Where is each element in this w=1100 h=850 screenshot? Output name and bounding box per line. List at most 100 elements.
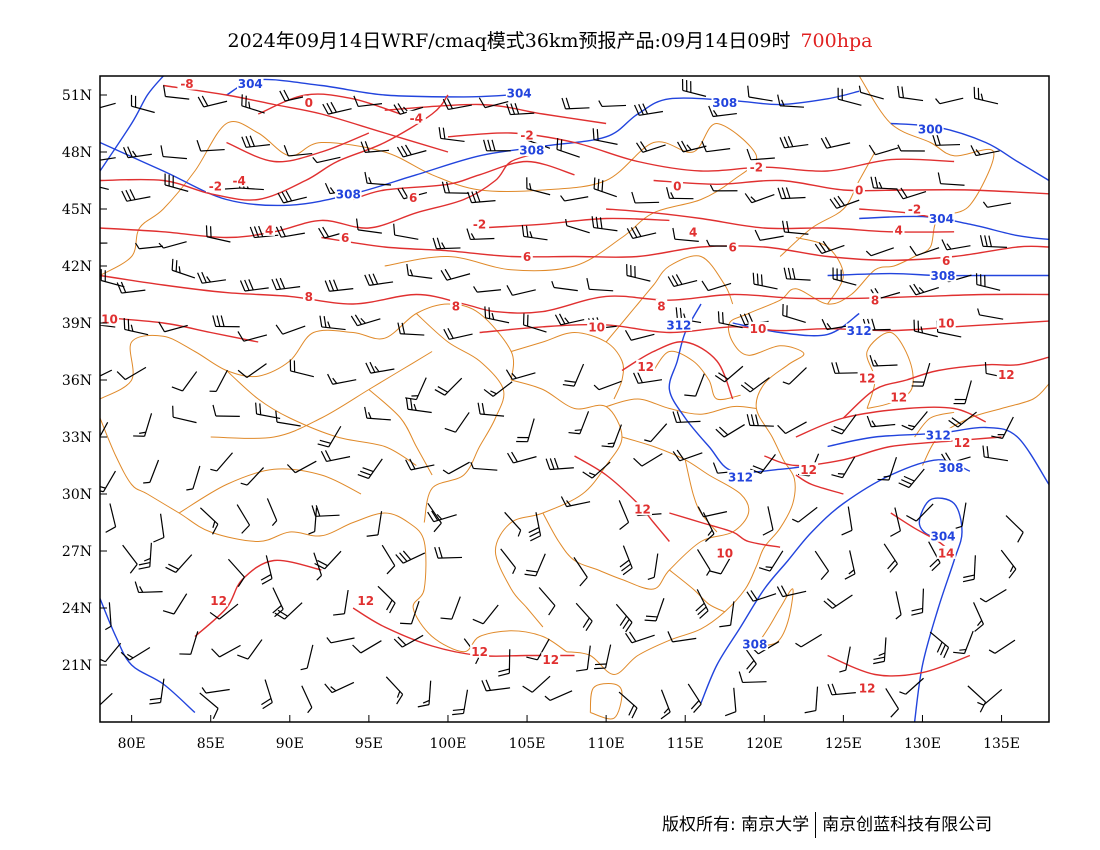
wind-barb-flag: [452, 712, 464, 716]
wind-barb-flag: [275, 278, 282, 290]
wind-barb-flag: [158, 242, 164, 249]
wind-barb-flag: [317, 559, 328, 567]
wind-barb-flag: [707, 529, 713, 536]
wind-barb-flag: [633, 457, 643, 467]
contour-label-bg: [726, 240, 739, 253]
wind-barb-flag: [831, 683, 837, 695]
wind-barb-flag: [261, 578, 273, 585]
contour-label: 0: [305, 96, 313, 110]
wind-barb-flag: [556, 138, 559, 150]
boundary-line: [542, 436, 750, 590]
wind-barb-flag: [568, 431, 580, 435]
contour-label-bg: [665, 317, 693, 331]
wind-barb-flag: [330, 686, 337, 692]
contour-label-bg: [741, 637, 769, 651]
wind-barb-flag: [138, 562, 151, 566]
wind-barb-flag: [130, 324, 134, 332]
wind-barb-flag: [931, 562, 941, 572]
wind-barb-flag: [672, 227, 676, 240]
wind-barb-flag: [781, 99, 785, 107]
wind-barb-flag: [127, 653, 134, 659]
wind-barb-flag: [1009, 565, 1014, 573]
wind-barb-flag: [241, 524, 250, 534]
wind-barb-flag: [319, 315, 323, 328]
contour-line: [606, 208, 955, 233]
contour-line: [668, 303, 812, 474]
wind-barb-flag: [677, 141, 684, 153]
wind-barb-flag: [675, 274, 683, 285]
wind-barb: [549, 690, 573, 701]
footer-right: 南京创蓝科技有限公司: [822, 815, 993, 835]
wind-barb-flag: [873, 359, 879, 367]
contour-label: 8: [452, 299, 460, 313]
wind-barb-flag: [409, 398, 413, 410]
wind-barb-flag: [248, 101, 251, 109]
wind-barb-flag: [323, 316, 327, 328]
wind-barb-flag: [272, 605, 282, 614]
wind-barb-flag: [279, 90, 286, 102]
wind-barb-flag: [937, 172, 942, 184]
wind-barb-flag: [506, 285, 513, 296]
wind-barb-flag: [748, 663, 757, 674]
wind-barb: [218, 603, 239, 620]
wind-barb-flag: [507, 452, 514, 464]
wind-barb-flag: [330, 101, 337, 113]
wind-barb-flag: [210, 468, 218, 472]
wind-barb-flag: [438, 127, 442, 139]
wind-barb-flag: [437, 386, 449, 393]
wind-barb: [573, 557, 588, 578]
wind-barb-flag: [362, 467, 374, 473]
wind-barb-flag: [785, 187, 791, 199]
wind-barb-flag: [781, 220, 786, 233]
wind-barb: [653, 553, 659, 578]
wind-barb: [895, 591, 902, 615]
contour-line: [574, 455, 670, 542]
wind-barb-flag: [898, 482, 910, 489]
wind-barb-flag: [333, 279, 339, 291]
wind-barb-flag: [473, 286, 478, 293]
wind-barb-flag: [396, 691, 401, 698]
wind-barb-flag: [259, 403, 262, 415]
wind-barb-flag: [120, 651, 130, 661]
wind-barb-flag: [271, 278, 277, 290]
wind-barb-flag: [498, 668, 510, 673]
wind-barb-flag: [991, 435, 1003, 440]
wind-barb-flag: [237, 654, 249, 660]
wind-barb-flag: [397, 188, 405, 200]
wind-barb-flag: [561, 97, 567, 110]
wind-barb-flag: [434, 547, 439, 559]
wind-barb-flag: [878, 181, 883, 189]
boundary-line: [226, 370, 417, 466]
y-axis: 51N 48N 45N 42N 39N 36N 33N 30N 27N 24N 21N: [62, 88, 107, 674]
title-main: 2024年09月14日WRF/cmaq模式36km预报产品:09月14日09时: [227, 30, 791, 52]
wind-barb-flag: [701, 140, 707, 152]
contour-label: 8: [657, 299, 665, 313]
wind-barb: [182, 371, 198, 392]
wind-barb-flag: [693, 703, 702, 713]
wind-barb-flag: [706, 239, 711, 247]
wind-barb-flag: [275, 410, 278, 423]
wind-barb-flag: [951, 417, 962, 425]
contour-label-bg: [715, 545, 735, 559]
wind-barb-flag: [666, 187, 671, 199]
wind-barb-flag: [393, 638, 403, 648]
contour-line: [890, 122, 1049, 182]
contour-label: 12: [998, 368, 1015, 382]
wind-barb-flag: [548, 605, 556, 616]
wind-barb-flag: [327, 321, 331, 329]
wind-barb-flag: [405, 397, 409, 410]
wind-barb-flag: [315, 505, 321, 517]
wind-barb: [940, 183, 965, 186]
wind-barb-flag: [783, 267, 788, 279]
wind-barb-flag: [237, 576, 245, 588]
wind-barb: [630, 333, 655, 341]
wind-barb-flag: [261, 697, 272, 706]
x-tick-label: 120E: [746, 736, 783, 752]
wind-barb: [730, 601, 735, 626]
wind-barb: [905, 677, 924, 695]
boundary-line: [566, 76, 995, 676]
wind-barb: [313, 552, 323, 576]
contour-line: [859, 215, 1049, 241]
wind-barb-flag: [566, 500, 572, 507]
wind-barb-flag: [909, 284, 917, 296]
